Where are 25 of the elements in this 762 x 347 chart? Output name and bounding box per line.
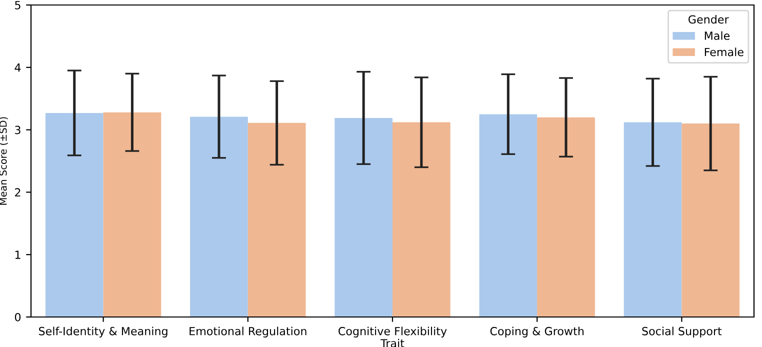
x-axis-title: Trait	[380, 338, 404, 347]
bar	[479, 114, 538, 317]
y-tick-label: 4	[14, 64, 21, 72]
legend-title: Gender	[688, 15, 729, 24]
x-tick-label: Cognitive Flexibility	[338, 326, 447, 338]
bar	[537, 117, 595, 317]
x-tick-label: Self-Identity & Meaning	[39, 326, 168, 338]
bar	[248, 122, 306, 317]
y-tick-label: 3	[15, 126, 20, 134]
x-tick-label: Coping & Growth	[490, 326, 584, 338]
x-tick-label: Emotional Regulation	[190, 326, 306, 338]
bar	[190, 116, 248, 317]
y-tick-label: 0	[14, 312, 21, 322]
x-tick-label: Social Support	[642, 326, 722, 338]
bar	[334, 118, 392, 317]
bar	[624, 122, 682, 317]
legend-label: Male	[704, 31, 730, 40]
bar	[682, 124, 740, 317]
bar	[103, 112, 162, 317]
y-tick-label: 1	[15, 250, 20, 259]
bar	[45, 112, 104, 317]
legend-label: Female	[704, 48, 744, 56]
bar	[392, 122, 450, 317]
y-tick-label: 2	[15, 188, 20, 196]
y-tick-label: 5	[15, 1, 20, 10]
